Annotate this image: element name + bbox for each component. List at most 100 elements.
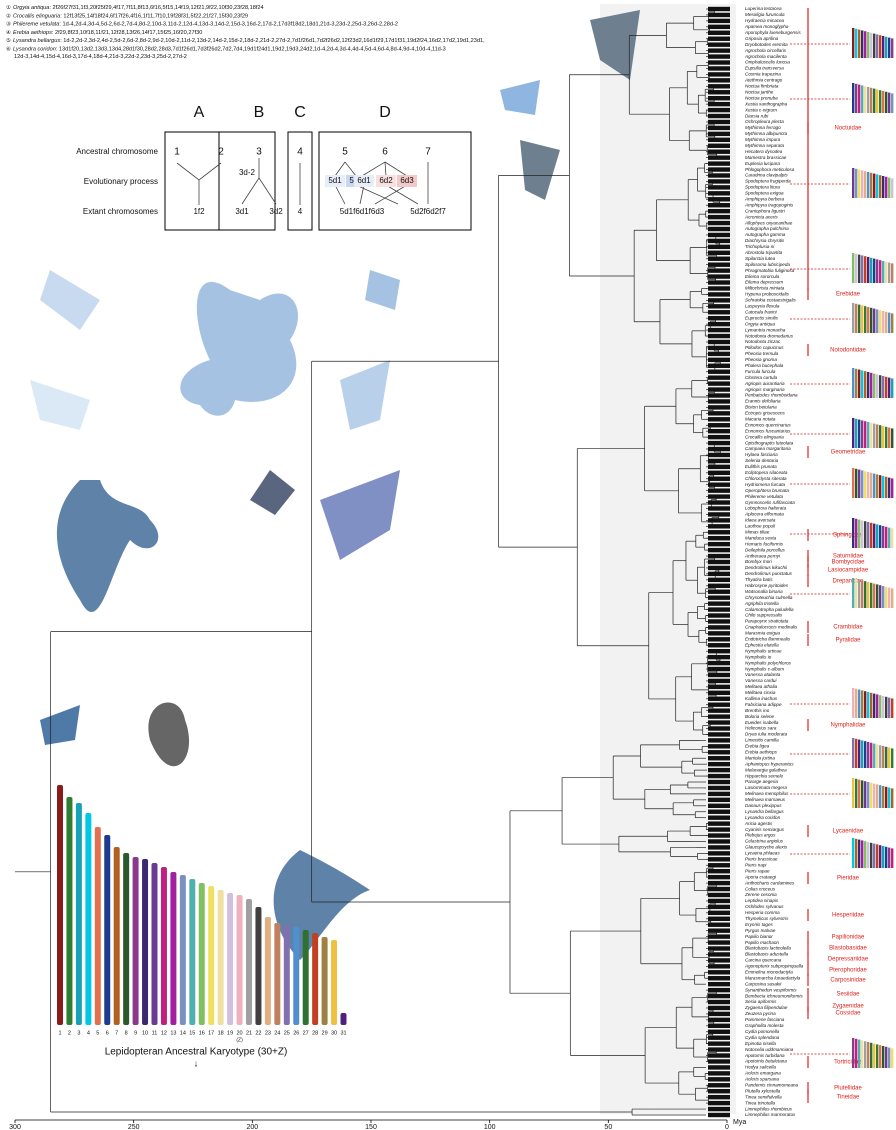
species-name: Pandemis cinnamomeana	[745, 1082, 799, 1087]
thumb-stripe	[885, 312, 887, 333]
species-name: Agriopis marginaria	[744, 387, 785, 392]
moth	[340, 360, 390, 430]
thumb-stripe	[870, 783, 872, 808]
chrom-count-box	[708, 316, 730, 320]
formula-line: ⑥Lysandra coridon: 13d1f20,13d2,13d3,13d…	[6, 46, 446, 53]
species-name: Acronicta aceris	[744, 214, 778, 219]
species-name: Eupsilia transversa	[745, 66, 784, 71]
species-name: Agriopis aurantiaria	[744, 381, 785, 386]
node-label: 5d1	[328, 176, 342, 185]
thumb-stripe	[855, 779, 857, 808]
z-label: (Z)	[236, 1037, 243, 1043]
thumb-stripe	[864, 581, 866, 608]
species-name: Tinea trinotella	[745, 1100, 776, 1105]
species-name: Apotomis turbidana	[744, 1053, 785, 1058]
thumb-stripe	[885, 177, 887, 198]
species-name: Kallima inachus	[745, 696, 778, 701]
thumb-stripe	[876, 474, 878, 498]
karyotype-title: Lepidopteran Ancestral Karyotype (30+Z)	[105, 1047, 288, 1058]
text-part: ③	[6, 21, 11, 28]
thumb-stripe	[888, 478, 890, 498]
bar-label: 29	[322, 1030, 328, 1036]
chrom-count-box	[708, 762, 730, 766]
thumb-stripe	[882, 696, 884, 718]
thumb-stripe	[852, 303, 854, 333]
chrom-count-box	[708, 881, 730, 885]
species-name: Dendrolimus punctatus	[745, 571, 793, 576]
family-name: Carposinidae	[830, 978, 866, 984]
chrom-count-box	[708, 1000, 730, 1004]
species-name: Nymphalis polychloros	[745, 660, 792, 665]
species-name: Atethmia centrago	[744, 78, 783, 83]
thumb-stripe	[867, 582, 869, 608]
thumb-stripe	[870, 583, 872, 608]
chrom-count-box	[708, 191, 730, 195]
thumb-stripe	[891, 588, 893, 608]
karyotype-bar	[265, 917, 271, 1025]
node-label: 3	[256, 147, 262, 158]
chrom-count-box	[708, 381, 730, 385]
chrom-count-box	[708, 60, 730, 64]
family-name: Pterophoridae	[829, 968, 867, 974]
moth	[365, 270, 400, 310]
species-name: Lobophora halterata	[745, 506, 787, 511]
thumb-stripe	[852, 468, 854, 498]
thumb-stripe	[891, 93, 893, 113]
bar-label: 13	[170, 1030, 176, 1036]
moth	[500, 80, 540, 115]
species-name: Opisthograptis luteolata	[745, 440, 794, 445]
species-name: Watsonalla binaria	[745, 589, 783, 594]
thumb-stripe	[882, 476, 884, 498]
thumb-stripe	[888, 178, 890, 198]
species-name: Phlogophora meticulosa	[745, 167, 795, 172]
thumb-stripe	[873, 784, 875, 808]
chrom-count-box	[708, 595, 730, 599]
thumb-stripe	[855, 254, 857, 283]
chrom-count-box	[708, 512, 730, 516]
thumb-stripe	[879, 525, 881, 548]
species-name: Melinaea menophilus	[745, 791, 789, 796]
species-name: Hipparchia semele	[745, 773, 783, 778]
chrom-count-box	[708, 988, 730, 992]
chrom-count-box	[708, 1024, 730, 1028]
species-name: Phalera bucephala	[745, 363, 784, 368]
family-name: Papilionidae	[832, 935, 865, 941]
moth	[180, 282, 298, 416]
thumb-stripe	[864, 691, 866, 718]
chrom-count-box	[708, 720, 730, 724]
chrom-count-box	[708, 685, 730, 689]
species-name: Griposia aprilina	[745, 36, 779, 41]
species-name: Cosmia trapezina	[745, 72, 781, 77]
thumb-stripe	[876, 34, 878, 58]
thumb-stripe	[864, 471, 866, 498]
chrom-count-box	[708, 899, 730, 903]
species-name: Diachrysia chrysitis	[745, 238, 785, 243]
thumb-stripe	[855, 419, 857, 448]
chrom-count-box	[708, 1059, 730, 1063]
chrom-count-box	[708, 726, 730, 730]
thumb-stripe	[888, 848, 890, 868]
species-name: Acleris sparsana	[744, 1077, 779, 1082]
species-name: Plebejus argus	[745, 833, 776, 838]
chrom-count-box	[708, 1107, 730, 1111]
chrom-count-box	[708, 31, 730, 35]
chrom-count-box	[708, 393, 730, 397]
thumb-stripe	[864, 521, 866, 548]
species-name: Pieris napi	[745, 862, 767, 867]
species-name: Orgyia antiqua	[745, 321, 775, 326]
bar-label: 9	[134, 1030, 137, 1036]
species-name: Leptidea sinapis	[745, 898, 779, 903]
species-name: Chloroclysta siterata	[745, 476, 787, 481]
chrom-count-box	[708, 928, 730, 932]
chrom-count-box	[708, 792, 730, 796]
thumb-stripe	[873, 89, 875, 113]
chrom-count-box	[708, 304, 730, 308]
species-name: Allophyes oxyacanthae	[744, 220, 793, 225]
chrom-count-box	[708, 441, 730, 445]
chrom-count-box	[708, 631, 730, 635]
thumb-stripe	[879, 845, 881, 868]
family-name: Sesiidae	[836, 992, 860, 998]
chrom-count-box	[708, 804, 730, 808]
text-part: : 13d1f20,13d2,13d3,13d4,28d1f30,28d2,28…	[56, 47, 446, 53]
bar-label: 30	[331, 1030, 337, 1036]
